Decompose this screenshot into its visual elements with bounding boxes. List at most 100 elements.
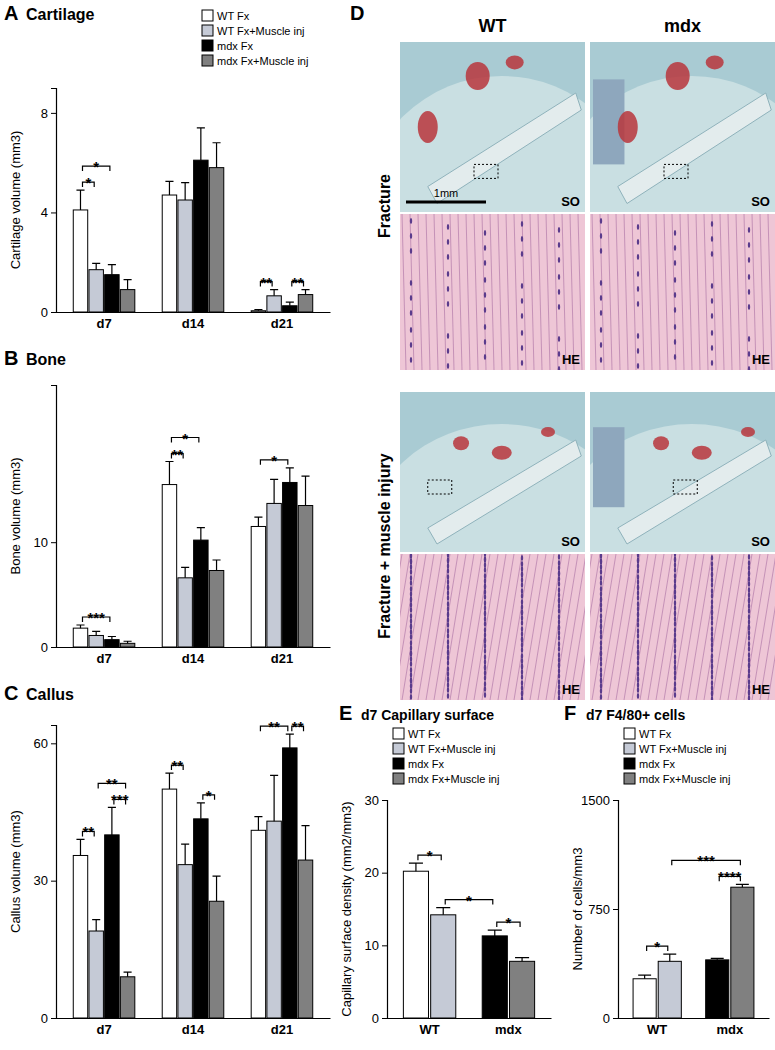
tick: d14 xyxy=(182,312,205,331)
significance-label: * xyxy=(85,174,91,191)
nucleus xyxy=(711,283,713,289)
nucleus xyxy=(748,571,750,577)
legend-swatch xyxy=(624,743,635,754)
nucleus xyxy=(410,694,412,700)
nucleus xyxy=(558,274,560,280)
nucleus xyxy=(521,680,523,686)
nucleus xyxy=(637,666,639,672)
legend-label: mdx Fx xyxy=(217,40,254,52)
nucleus xyxy=(637,286,639,292)
nucleus xyxy=(410,586,412,592)
significance-label: ** xyxy=(292,718,304,735)
nucleus xyxy=(748,554,750,560)
nucleus xyxy=(521,236,523,242)
bar xyxy=(267,503,281,647)
bar xyxy=(120,643,134,647)
error-bar xyxy=(254,517,262,526)
bar xyxy=(162,195,176,312)
nucleus xyxy=(447,558,449,564)
tick-mark xyxy=(382,945,387,946)
nucleus xyxy=(447,554,449,558)
nucleus xyxy=(637,271,639,277)
nucleus xyxy=(558,366,560,370)
panel-label: B xyxy=(4,347,18,369)
chart-title: Bone xyxy=(26,351,66,368)
nucleus xyxy=(410,678,412,684)
nucleus xyxy=(748,690,750,696)
tick-label: 60 xyxy=(34,736,48,751)
nucleus xyxy=(674,611,676,617)
nucleus xyxy=(711,330,713,336)
tick-mark xyxy=(51,542,56,543)
bar xyxy=(89,270,103,312)
muscle-fiber xyxy=(592,214,596,370)
tissue xyxy=(590,76,775,212)
nucleus xyxy=(637,254,639,260)
nucleus xyxy=(748,336,750,342)
nucleus xyxy=(447,585,449,591)
significance-label: * xyxy=(654,938,660,955)
tick-label: d14 xyxy=(182,316,205,331)
muscle-fiber xyxy=(400,554,402,700)
nucleus xyxy=(484,292,486,298)
bar xyxy=(105,640,119,647)
error-bar xyxy=(301,826,309,860)
error-bar xyxy=(254,817,262,831)
nucleus xyxy=(674,627,676,633)
error-bar xyxy=(92,920,100,931)
nucleus xyxy=(674,292,676,298)
nucleus xyxy=(674,324,676,330)
nucleus xyxy=(637,585,639,591)
nucleus xyxy=(674,692,676,698)
muscle-fiber xyxy=(530,214,534,370)
nucleus xyxy=(600,327,602,333)
nucleus xyxy=(711,345,713,351)
tick-label: 1500 xyxy=(581,793,610,808)
legend-swatch xyxy=(202,55,213,66)
tick-label: 8 xyxy=(41,106,48,121)
error-bar xyxy=(92,631,100,635)
nucleus xyxy=(674,307,676,313)
significance-label: * xyxy=(182,430,188,447)
nucleus xyxy=(410,651,412,657)
nucleus xyxy=(447,301,449,307)
nucleus xyxy=(637,554,639,558)
significance-label: * xyxy=(93,158,99,175)
muscle-fiber xyxy=(426,214,430,370)
nucleus xyxy=(637,677,639,683)
tick: mdx xyxy=(495,1018,523,1037)
y-axis: 07501500 xyxy=(581,793,618,1026)
zoom-box xyxy=(664,164,688,178)
muscle-fiber xyxy=(656,214,660,370)
nucleus xyxy=(521,313,523,319)
nucleus xyxy=(674,681,676,687)
nucleus xyxy=(558,679,560,685)
chart-title: Cartilage xyxy=(26,6,95,23)
cartilage-stain xyxy=(706,55,724,69)
nucleus xyxy=(558,351,560,357)
marrow xyxy=(593,427,624,507)
nucleus xyxy=(447,363,449,369)
bar xyxy=(431,915,456,1018)
nucleus xyxy=(558,663,560,669)
legend-swatch xyxy=(393,728,404,739)
tick-mark xyxy=(613,1018,618,1019)
tick-label: WT xyxy=(419,1022,439,1037)
nucleus xyxy=(748,242,750,248)
axis-line xyxy=(57,312,331,313)
muscle-fiber xyxy=(458,214,462,370)
nucleus xyxy=(748,598,750,604)
stain-label: SO xyxy=(751,534,770,549)
tick: 10 xyxy=(34,535,56,550)
bone xyxy=(428,440,582,544)
nucleus xyxy=(674,554,676,557)
legend-label: mdx Fx xyxy=(639,758,676,770)
nucleus xyxy=(711,251,713,257)
legend-label: WT Fx xyxy=(639,728,672,740)
stain-label: HE xyxy=(752,682,770,697)
panel-label: A xyxy=(4,2,18,24)
chart-title: d7 F4/80+ cells xyxy=(586,707,685,723)
tick: d21 xyxy=(271,647,293,666)
nucleus xyxy=(600,233,602,239)
tissue xyxy=(400,76,585,212)
